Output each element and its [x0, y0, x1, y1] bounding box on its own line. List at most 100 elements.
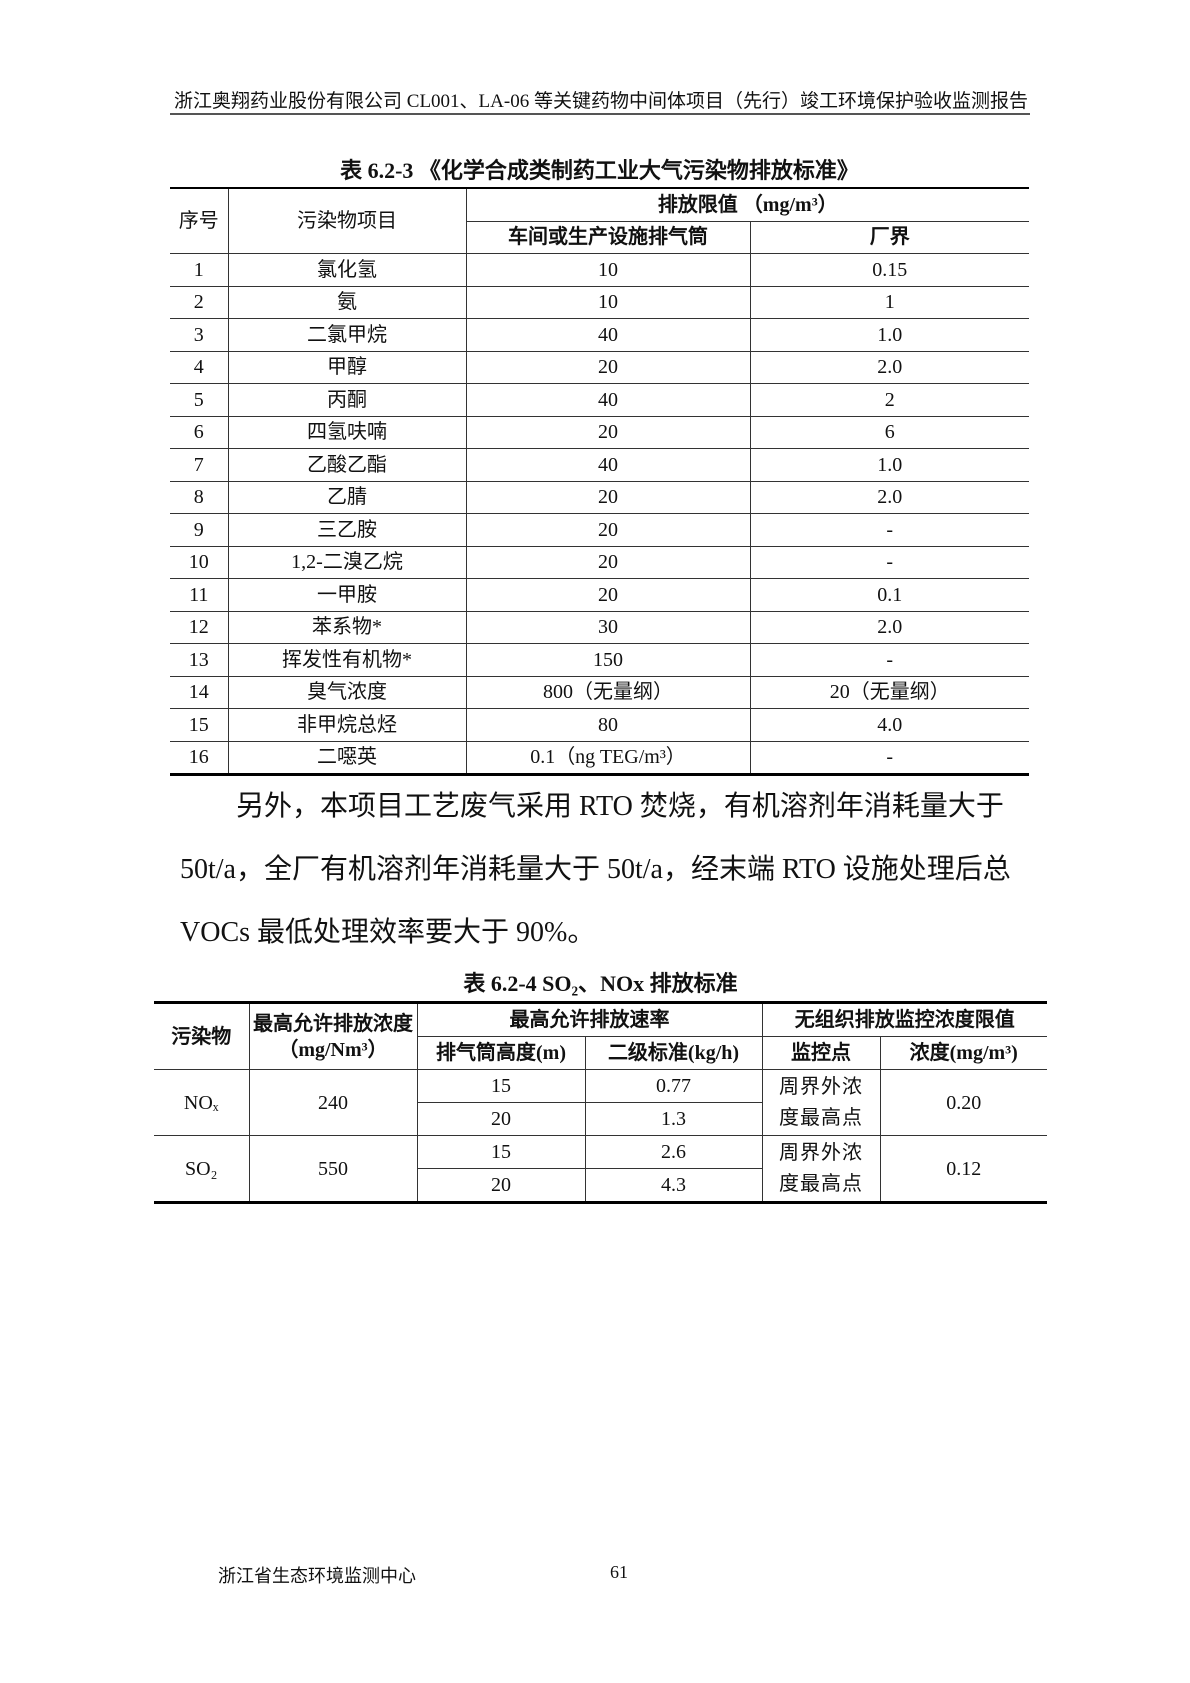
- so2-nox-standard-table: 污染物 最高允许排放浓度（mg/Nm³） 最高允许排放速率 无组织排放监控浓度限…: [154, 1001, 1047, 1204]
- cell-rate: 2.6: [584, 1135, 763, 1169]
- cell-item: 一甲胺: [227, 578, 467, 612]
- cell-stack: 20: [465, 578, 751, 612]
- cell-stack: 40: [465, 448, 751, 482]
- cell-item: 二氯甲烷: [227, 318, 467, 352]
- table-row: 15 非甲烷总烃 80 4.0: [170, 708, 1029, 742]
- body-paragraph: 另外，本项目工艺废气采用 RTO 焚烧，有机溶剂年消耗量大于50t/a，全厂有机…: [180, 791, 1011, 948]
- header-limit: 排放限值 （mg/m³）: [465, 187, 1029, 222]
- cell-conc: 550: [248, 1135, 418, 1203]
- cell-stack: 20: [465, 415, 751, 449]
- header-rule: [170, 113, 1030, 115]
- cell-pollutant: SO₂: [154, 1135, 250, 1203]
- cell-stack: 20: [465, 480, 751, 514]
- cell-item: 丙酮: [227, 383, 467, 417]
- header-pollutant: 污染物: [154, 1002, 250, 1070]
- cell-stack: 40: [465, 318, 751, 352]
- table-row: 6 四氢呋喃 20 6: [170, 415, 1029, 449]
- cell-item: 臭气浓度: [227, 675, 467, 709]
- cell-no: 10: [170, 545, 229, 579]
- cell-boundary: 2.0: [749, 350, 1029, 384]
- table-row: NOₓ 240 15 0.77 周界外浓度最高点 0.20: [154, 1069, 1047, 1136]
- cell-item: 1,2-二溴乙烷: [227, 545, 467, 579]
- footer-org: 浙江省生态环境监测中心: [218, 1566, 416, 1586]
- table-row: 9 三乙胺 20-: [170, 513, 1029, 547]
- cell-stack: 800（无量纲）: [465, 675, 751, 709]
- cell-stack: 10: [465, 253, 751, 287]
- header-height: 排气筒高度(m): [417, 1036, 586, 1070]
- cell-no: 14: [170, 675, 229, 709]
- cell-monitor-point: 周界外浓度最高点: [761, 1069, 881, 1136]
- cell-stack: 0.1（ng TEG/m³）: [465, 740, 751, 775]
- table-row: SO₂ 550 15 2.6 周界外浓度最高点 0.12: [154, 1135, 1047, 1203]
- header-item: 污染物项目: [227, 187, 467, 254]
- cell-no: 9: [170, 513, 229, 547]
- cell-no: 12: [170, 610, 229, 644]
- header-rate: 最高允许排放速率: [416, 1002, 763, 1037]
- cell-fugitive-conc: 0.12: [879, 1135, 1047, 1203]
- cell-stack: 30: [465, 610, 751, 644]
- cell-boundary: -: [749, 740, 1029, 775]
- cell-item: 氨: [227, 285, 467, 319]
- header-conc: 最高允许排放浓度（mg/Nm³）: [248, 1002, 418, 1070]
- table-row: 7 乙酸乙酯 40 1.0: [170, 448, 1029, 482]
- table-row: 16 二噁英 0.1（ng TEG/m³） -: [170, 740, 1029, 775]
- cell-item: 非甲烷总烃: [227, 708, 467, 742]
- table-row: 4 甲醇 20 2.0: [170, 350, 1029, 384]
- cell-boundary: 6: [749, 415, 1029, 449]
- table-row: 13 挥发性有机物* 150-: [170, 643, 1029, 677]
- table-row: 20 1.3: [154, 1102, 1047, 1136]
- table2-caption: 表 6.2-4 SO₂、NOx 排放标准: [463, 971, 738, 996]
- cell-item: 氯化氢: [227, 253, 467, 287]
- cell-monitor-point: 周界外浓度最高点: [761, 1135, 881, 1203]
- cell-pollutant: NOₓ: [154, 1069, 250, 1136]
- table-row: 10 1,2-二溴乙烷 20-: [170, 545, 1029, 579]
- header-stack: 车间或生产设施排气筒: [466, 220, 751, 254]
- cell-height: 15: [416, 1135, 586, 1169]
- cell-stack: 80: [465, 708, 751, 742]
- cell-boundary: 4.0: [749, 708, 1029, 742]
- cell-fugitive-conc: 0.20: [879, 1069, 1047, 1136]
- cell-item: 乙酸乙酯: [227, 448, 467, 482]
- cell-boundary: 2.0: [749, 480, 1029, 514]
- cell-item: 三乙胺: [227, 513, 467, 547]
- cell-conc: 240: [248, 1069, 418, 1136]
- cell-boundary: 20（无量纲）: [749, 675, 1029, 709]
- cell-boundary: 2.0: [749, 610, 1029, 644]
- table-row: 5 丙酮 40 2: [170, 383, 1029, 417]
- cell-no: 15: [170, 708, 229, 742]
- table-row: 3 二氯甲烷 40 1.0: [170, 318, 1029, 352]
- cell-no: 8: [170, 480, 229, 514]
- cell-stack: 10: [465, 285, 751, 319]
- cell-boundary: 0.1: [749, 578, 1029, 612]
- table-row: 1 氯化氢 10 0.15: [170, 253, 1029, 287]
- cell-boundary: 1: [749, 285, 1029, 319]
- table-row: 12 苯系物* 30 2.0: [170, 610, 1029, 644]
- cell-item: 苯系物*: [227, 610, 467, 644]
- cell-rate: 4.3: [584, 1168, 762, 1203]
- cell-item: 二噁英: [227, 740, 467, 775]
- header-point: 监控点: [761, 1036, 881, 1070]
- cell-no: 1: [170, 253, 229, 287]
- cell-boundary: 1.0: [749, 448, 1029, 482]
- running-header: 浙江奥翔药业股份有限公司 CL001、LA-06 等关键药物中间体项目（先行）竣…: [174, 91, 1028, 112]
- cell-boundary: -: [749, 513, 1029, 547]
- cell-item: 甲醇: [227, 350, 467, 384]
- cell-item: 四氢呋喃: [227, 415, 467, 449]
- cell-height: 15: [416, 1069, 586, 1103]
- table-row: 20 4.3: [154, 1168, 1047, 1203]
- table-row: 8 乙腈 20 2.0: [170, 480, 1029, 514]
- table1-caption: 表 6.2-3 《化学合成类制药工业大气污染物排放标准》: [340, 158, 859, 183]
- header-no: 序号: [170, 187, 229, 254]
- page-number: 61: [610, 1562, 628, 1582]
- cell-stack: 150: [465, 643, 751, 677]
- cell-height: 20: [417, 1102, 586, 1136]
- cell-no: 4: [170, 350, 229, 384]
- cell-no: 7: [170, 448, 229, 482]
- cell-no: 6: [170, 415, 229, 449]
- cell-boundary: 0.15: [749, 253, 1029, 287]
- cell-height: 20: [417, 1168, 586, 1203]
- cell-item: 挥发性有机物*: [227, 643, 467, 677]
- table-row: 11 一甲胺 20 0.1: [170, 578, 1029, 612]
- cell-no: 11: [170, 578, 229, 612]
